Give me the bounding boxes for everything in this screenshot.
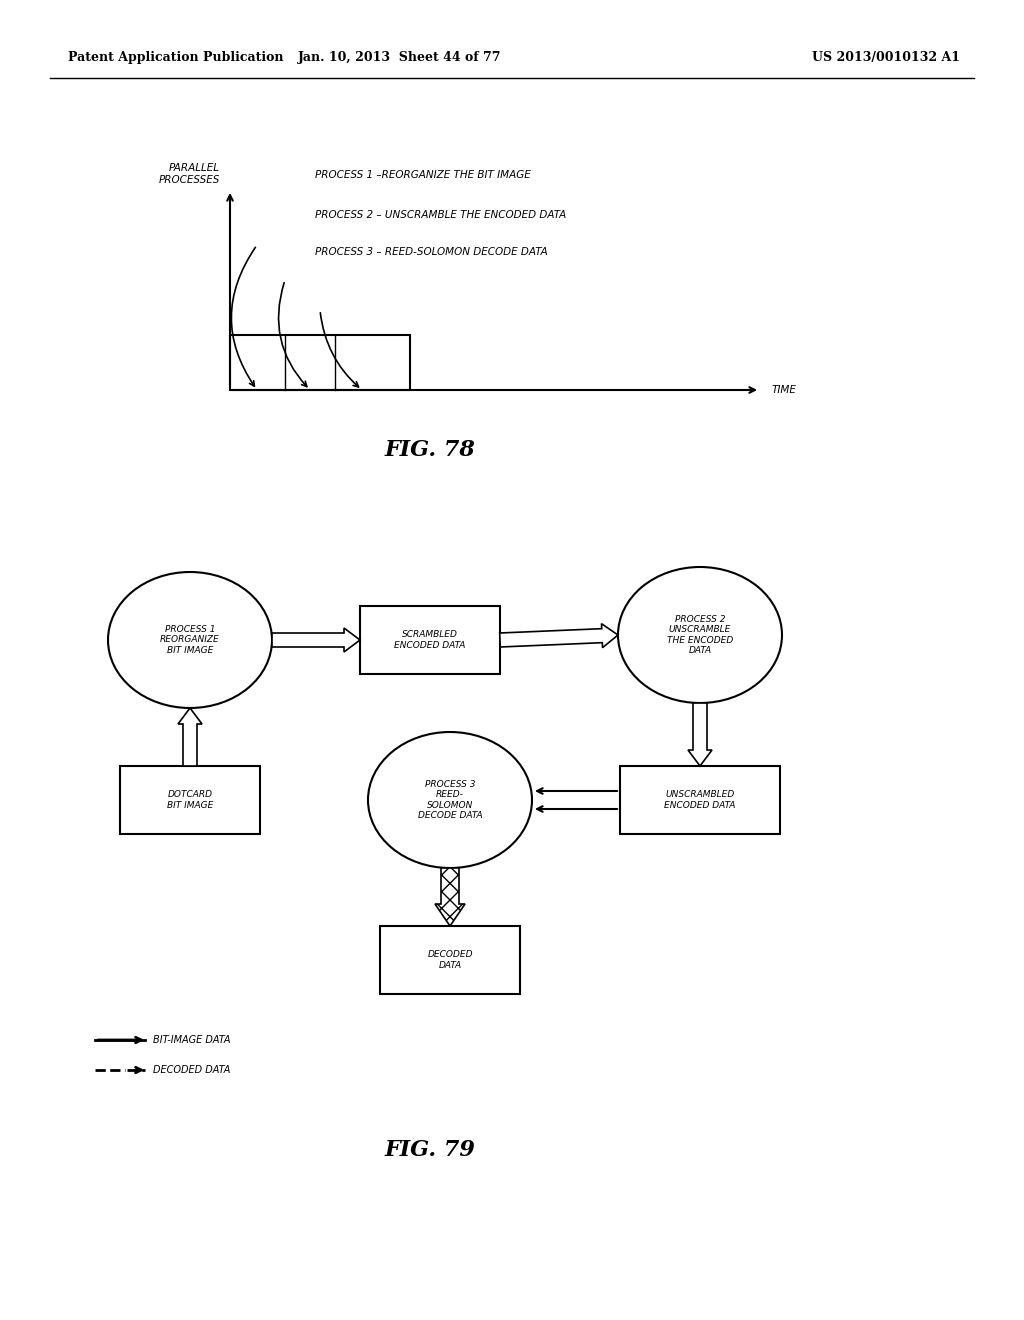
Polygon shape: [178, 708, 202, 766]
Text: PROCESS 2
UNSCRAMBLE
THE ENCODED
DATA: PROCESS 2 UNSCRAMBLE THE ENCODED DATA: [667, 615, 733, 655]
Text: BIT-IMAGE DATA: BIT-IMAGE DATA: [153, 1035, 230, 1045]
Text: FIG. 78: FIG. 78: [385, 440, 475, 461]
Text: Jan. 10, 2013  Sheet 44 of 77: Jan. 10, 2013 Sheet 44 of 77: [298, 51, 502, 65]
Bar: [120, 766, 260, 834]
Text: Patent Application Publication: Patent Application Publication: [68, 51, 284, 65]
Text: PROCESS 2 – UNSCRAMBLE THE ENCODED DATA: PROCESS 2 – UNSCRAMBLE THE ENCODED DATA: [315, 210, 566, 220]
Polygon shape: [435, 869, 465, 927]
Ellipse shape: [618, 568, 782, 704]
Text: US 2013/0010132 A1: US 2013/0010132 A1: [812, 51, 961, 65]
Text: PROCESS 1 –REORGANIZE THE BIT IMAGE: PROCESS 1 –REORGANIZE THE BIT IMAGE: [315, 170, 530, 180]
Text: DOTCARD
BIT IMAGE: DOTCARD BIT IMAGE: [167, 791, 213, 809]
Ellipse shape: [108, 572, 272, 708]
Bar: [360, 606, 500, 675]
Polygon shape: [688, 704, 712, 766]
Text: TIME: TIME: [772, 385, 797, 395]
Text: SCRAMBLED
ENCODED DATA: SCRAMBLED ENCODED DATA: [394, 630, 466, 649]
Text: UNSCRAMBLED
ENCODED DATA: UNSCRAMBLED ENCODED DATA: [665, 791, 735, 809]
Text: PROCESS 3 – REED-SOLOMON DECODE DATA: PROCESS 3 – REED-SOLOMON DECODE DATA: [315, 247, 548, 257]
Text: PROCESS 3
REED-
SOLOMON
DECODE DATA: PROCESS 3 REED- SOLOMON DECODE DATA: [418, 780, 482, 820]
Polygon shape: [272, 628, 360, 652]
Text: DECODED
DATA: DECODED DATA: [427, 950, 473, 970]
Bar: [620, 766, 780, 834]
Text: PARALLEL
PROCESSES: PARALLEL PROCESSES: [159, 164, 220, 185]
Ellipse shape: [368, 733, 532, 869]
Bar: [230, 335, 410, 389]
Polygon shape: [500, 623, 618, 648]
Text: FIG. 79: FIG. 79: [385, 1139, 475, 1162]
Bar: [380, 927, 520, 994]
Text: DECODED DATA: DECODED DATA: [153, 1065, 230, 1074]
Text: PROCESS 1
REORGANIZE
BIT IMAGE: PROCESS 1 REORGANIZE BIT IMAGE: [160, 626, 220, 655]
